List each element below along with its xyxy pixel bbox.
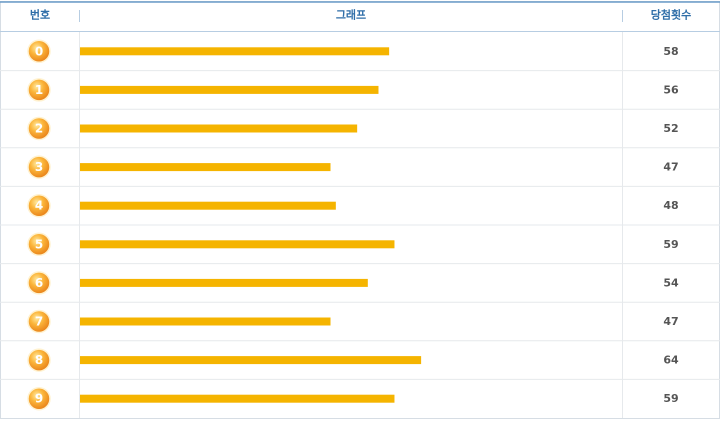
number-ball (27, 155, 51, 179)
ball-number: 2 (35, 122, 43, 136)
number-ball (27, 116, 51, 141)
number-ball (27, 386, 51, 411)
ball-number: 5 (35, 237, 43, 251)
ball-number: 0 (35, 44, 43, 58)
count-label: 48 (663, 199, 678, 212)
count-label: 54 (663, 276, 679, 289)
count-label: 59 (663, 238, 678, 251)
count-label: 59 (663, 392, 678, 405)
number-ball (27, 78, 51, 102)
ball-number: 6 (35, 276, 43, 290)
count-label: 58 (663, 45, 678, 58)
count-label: 47 (663, 315, 678, 328)
header-graph: 그래프 (336, 8, 366, 22)
number-ball (27, 39, 51, 64)
number-ball (27, 271, 51, 295)
bar (80, 356, 422, 365)
bar (80, 85, 379, 94)
bar (80, 124, 358, 133)
count-label: 64 (663, 354, 679, 367)
ball-number: 9 (35, 392, 43, 406)
bar (80, 240, 395, 249)
ball-number: 8 (35, 353, 43, 367)
number-ball (27, 193, 51, 218)
ball-number: 3 (35, 160, 43, 174)
bar (80, 317, 331, 326)
ball-number: 7 (35, 315, 43, 329)
number-ball (27, 232, 51, 257)
ball-number: 1 (35, 83, 43, 97)
header-number: 번호 (30, 8, 50, 22)
number-ball (27, 348, 51, 372)
bar (80, 278, 368, 287)
bar (80, 201, 336, 210)
bar (80, 47, 390, 56)
bar (80, 163, 331, 172)
bar (80, 394, 395, 403)
count-label: 47 (663, 161, 678, 174)
ball-number: 4 (35, 199, 43, 213)
header-count: 당첨횟수 (651, 8, 691, 22)
count-label: 56 (663, 83, 679, 96)
count-label: 52 (663, 122, 678, 135)
number-ball (27, 309, 51, 334)
